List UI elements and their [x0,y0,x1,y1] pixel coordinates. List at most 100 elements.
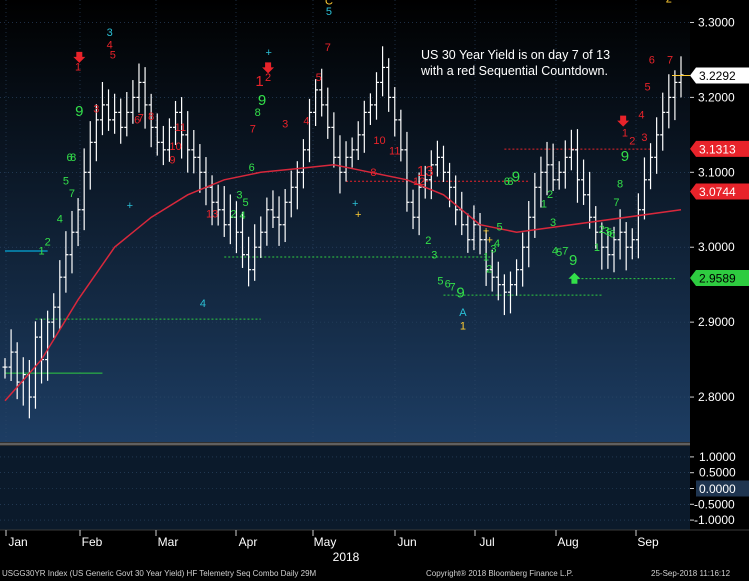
lower-value-label: 0.0000 [699,482,736,496]
y-tick-label: 2.9000 [698,315,735,329]
price-label-box [690,67,749,84]
sequential-count-label: 1 [622,127,628,139]
ohlc-bar [373,72,379,120]
sequential-count-label: 1 [594,242,600,254]
ohlc-bar [8,329,14,382]
sequential-count-label: 5 [110,49,116,61]
ohlc-bar [428,150,434,200]
price-label-text: 3.0744 [699,185,736,199]
sequential-count-label: 4 [552,246,558,258]
ohlc-bar [307,98,313,163]
ohlc-bar [173,100,179,145]
ohlc-bar [264,197,270,246]
sequential-count-label: 8 [255,107,261,119]
lower-tick-label: 1.0000 [699,450,736,464]
x-tick-label: May [314,535,337,549]
y-tick-label: 2.8000 [698,390,735,404]
sequential-count-label: 6 [445,279,451,291]
ohlc-bar [599,222,605,270]
x-tick-label: Jan [8,535,27,549]
sequential-count-label: 3 [550,217,556,229]
ohlc-bar [136,63,142,113]
sequential-count-label: 7 [250,124,256,136]
ohlc-bar [386,58,392,112]
sequential-count-label: 7 [325,42,331,54]
footer-security: USGG30YR Index (US Generic Govt 30 Year … [2,569,317,578]
ohlc-bar [331,112,337,168]
price-label-text: 3.1313 [699,142,736,156]
ohlc-bar [623,222,629,271]
ohlc-bar [489,249,495,292]
sequential-count-label: 3 [93,103,99,115]
ohlc-bar [325,87,331,139]
sequential-count-label: 8 [507,176,513,188]
ohlc-bar [154,113,160,156]
sequential-count-label: 2 [265,72,271,84]
ohlc-bar [404,131,410,212]
sequential-count-label: 13 [417,163,434,180]
sequential-count-label: 5 [326,6,332,18]
ohlc-bar [319,68,325,117]
ohlc-bar [495,261,501,301]
ohlc-bar [227,194,233,245]
sequential-count-label: 5 [242,197,248,209]
ohlc-bar [240,211,246,268]
sequential-count-label: 8 [70,152,76,164]
sequential-count-label: 4 [200,298,206,310]
sequential-count-label: 1 [541,199,547,211]
sequential-count-label: 2 [599,224,605,236]
main-plot-background [0,0,690,442]
sell-arrow-icon [262,62,275,74]
lower-tick-label: 0.5000 [699,466,736,480]
sequential-count-label: 4 [239,210,245,222]
sequential-count-label: 11 [389,145,400,157]
ohlc-bar [313,79,319,126]
ohlc-bar [93,104,99,162]
ohlc-bar [568,129,574,171]
ohlc-bar [574,129,580,203]
sequential-count-label: 5 [496,222,502,234]
ohlc-bar [526,201,532,268]
price-label-badge: 2.9589 [690,270,749,287]
price-label-text: 2.9589 [699,272,736,286]
price-label-badge: 3.0744 [690,183,749,200]
moving-average-line [4,164,682,402]
buy-arrow-icon [568,272,581,284]
sequential-count-label: 5 [437,276,443,288]
sequential-count-label: 3 [107,27,113,39]
ohlc-bar [434,140,440,177]
ohlc-bar [106,89,112,131]
sequential-count-label: 9 [169,154,175,166]
footer-bar: USGG30YR Index (US Generic Govt 30 Year … [0,566,749,581]
ohlc-bar [81,148,87,231]
sequential-count-label: 2 [425,235,431,247]
ohlc-bar [57,260,63,331]
sequential-count-label: 10 [169,141,181,153]
ohlc-bar [63,231,69,293]
plus-marker-icon: + [355,209,361,221]
sequential-count-label: 1 [460,321,466,333]
sequential-count-label: 2 [486,264,492,276]
sequential-count-label: 4 [107,40,113,52]
ohlc-bar [282,189,288,243]
ohlc-bar [87,121,93,190]
ohlc-bar [118,98,124,144]
sequential-count-label: 7 [69,188,75,200]
x-tick-label: Sep [637,535,659,549]
lower-tick-label: -1.0000 [694,513,735,527]
ohlc-bar [514,259,520,296]
sequential-count-label: 7 [613,197,619,209]
ohlc-bar [349,137,355,168]
sequential-count-label: 3 [490,243,496,255]
ohlc-bar [465,213,471,253]
ohlc-bar [538,156,544,208]
sequential-count-label: 2 [629,136,635,148]
ohlc-bar [51,293,57,338]
ohlc-bar [215,184,221,226]
ohlc-bar [32,321,38,409]
footer-copyright: Copyright® 2018 Bloomberg Finance L.P. [426,569,574,578]
sequential-count-label: 6 [66,152,72,164]
sequential-count-label: C [325,0,333,7]
ohlc-bar [648,143,654,190]
